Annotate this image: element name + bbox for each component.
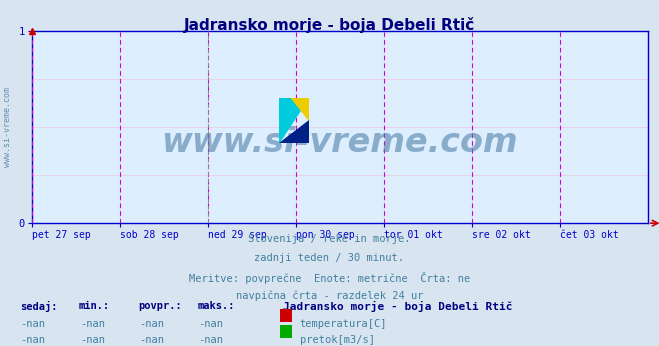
Text: -nan: -nan [139, 335, 164, 345]
Text: -nan: -nan [198, 319, 223, 329]
Text: -nan: -nan [139, 319, 164, 329]
Text: temperatura[C]: temperatura[C] [300, 319, 387, 329]
Text: -nan: -nan [80, 335, 105, 345]
Text: -nan: -nan [80, 319, 105, 329]
Text: -nan: -nan [20, 319, 45, 329]
Text: min.:: min.: [79, 301, 110, 311]
Text: -nan: -nan [20, 335, 45, 345]
Text: www.si-vreme.com: www.si-vreme.com [161, 126, 518, 159]
Text: -nan: -nan [198, 335, 223, 345]
Text: povpr.:: povpr.: [138, 301, 182, 311]
Text: zadnji teden / 30 minut.: zadnji teden / 30 minut. [254, 253, 405, 263]
Text: Jadransko morje - boja Debeli Rtič: Jadransko morje - boja Debeli Rtič [184, 17, 475, 33]
Text: pretok[m3/s]: pretok[m3/s] [300, 335, 375, 345]
Text: www.si-vreme.com: www.si-vreme.com [3, 87, 13, 167]
Text: Slovenija / reke in morje.: Slovenija / reke in morje. [248, 234, 411, 244]
Text: Jadransko morje - boja Debeli Rtič: Jadransko morje - boja Debeli Rtič [283, 301, 513, 312]
Text: navpična črta - razdelek 24 ur: navpična črta - razdelek 24 ur [236, 291, 423, 301]
Polygon shape [291, 98, 309, 120]
Polygon shape [279, 120, 309, 143]
Text: sedaj:: sedaj: [20, 301, 57, 312]
Text: Meritve: povprečne  Enote: metrične  Črta: ne: Meritve: povprečne Enote: metrične Črta:… [189, 272, 470, 284]
Text: maks.:: maks.: [198, 301, 235, 311]
Polygon shape [279, 98, 309, 143]
